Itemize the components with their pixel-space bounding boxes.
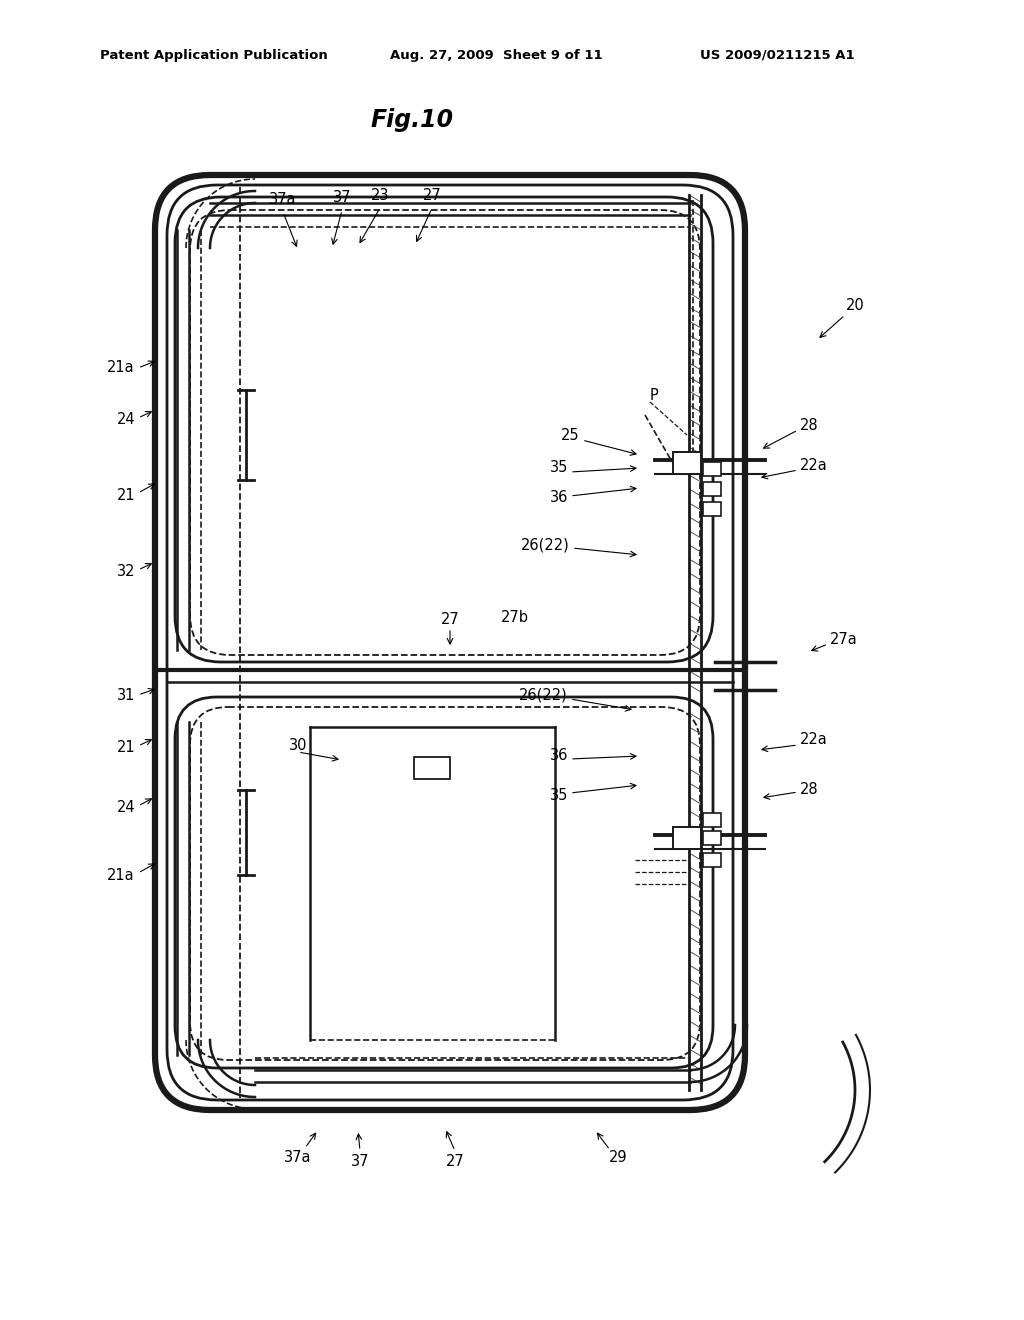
Text: 37a: 37a: [269, 193, 297, 207]
Text: 21: 21: [117, 741, 135, 755]
Text: 27: 27: [445, 1154, 464, 1168]
Bar: [703, 502, 721, 516]
Text: 24: 24: [117, 800, 135, 816]
Text: 30: 30: [289, 738, 307, 752]
Text: 35: 35: [550, 461, 568, 475]
Text: Patent Application Publication: Patent Application Publication: [100, 49, 328, 62]
Text: 27b: 27b: [501, 610, 529, 626]
Text: Aug. 27, 2009  Sheet 9 of 11: Aug. 27, 2009 Sheet 9 of 11: [390, 49, 603, 62]
Text: P: P: [650, 388, 658, 403]
Bar: [703, 462, 721, 477]
Text: 37: 37: [333, 190, 351, 205]
Bar: [703, 813, 721, 828]
Bar: [703, 832, 721, 845]
Text: 22a: 22a: [800, 733, 827, 747]
Text: 36: 36: [550, 491, 568, 506]
Text: US 2009/0211215 A1: US 2009/0211215 A1: [700, 49, 855, 62]
Bar: [703, 853, 721, 867]
Text: 32: 32: [117, 565, 135, 579]
Text: 31: 31: [117, 688, 135, 702]
Bar: [673, 828, 701, 849]
Text: 36: 36: [550, 747, 568, 763]
Text: 26(22): 26(22): [521, 537, 570, 553]
Text: 25: 25: [561, 428, 580, 442]
Text: 27: 27: [440, 612, 460, 627]
Text: 37: 37: [351, 1154, 370, 1168]
Bar: [414, 756, 450, 779]
Text: 23: 23: [371, 187, 389, 202]
Text: 21a: 21a: [108, 360, 135, 375]
Text: 24: 24: [117, 412, 135, 428]
Text: 27: 27: [423, 187, 441, 202]
Text: 21a: 21a: [108, 867, 135, 883]
Text: Fig.10: Fig.10: [371, 108, 454, 132]
Text: 20: 20: [846, 297, 864, 313]
Text: 28: 28: [800, 783, 818, 797]
Bar: [703, 482, 721, 496]
Text: 29: 29: [608, 1151, 628, 1166]
Text: 27a: 27a: [830, 632, 858, 648]
Text: 35: 35: [550, 788, 568, 803]
Text: 28: 28: [800, 417, 818, 433]
Text: 22a: 22a: [800, 458, 827, 473]
Bar: [673, 451, 701, 474]
Text: 37a: 37a: [285, 1151, 311, 1166]
Text: 26(22): 26(22): [519, 688, 568, 702]
Text: 21: 21: [117, 487, 135, 503]
